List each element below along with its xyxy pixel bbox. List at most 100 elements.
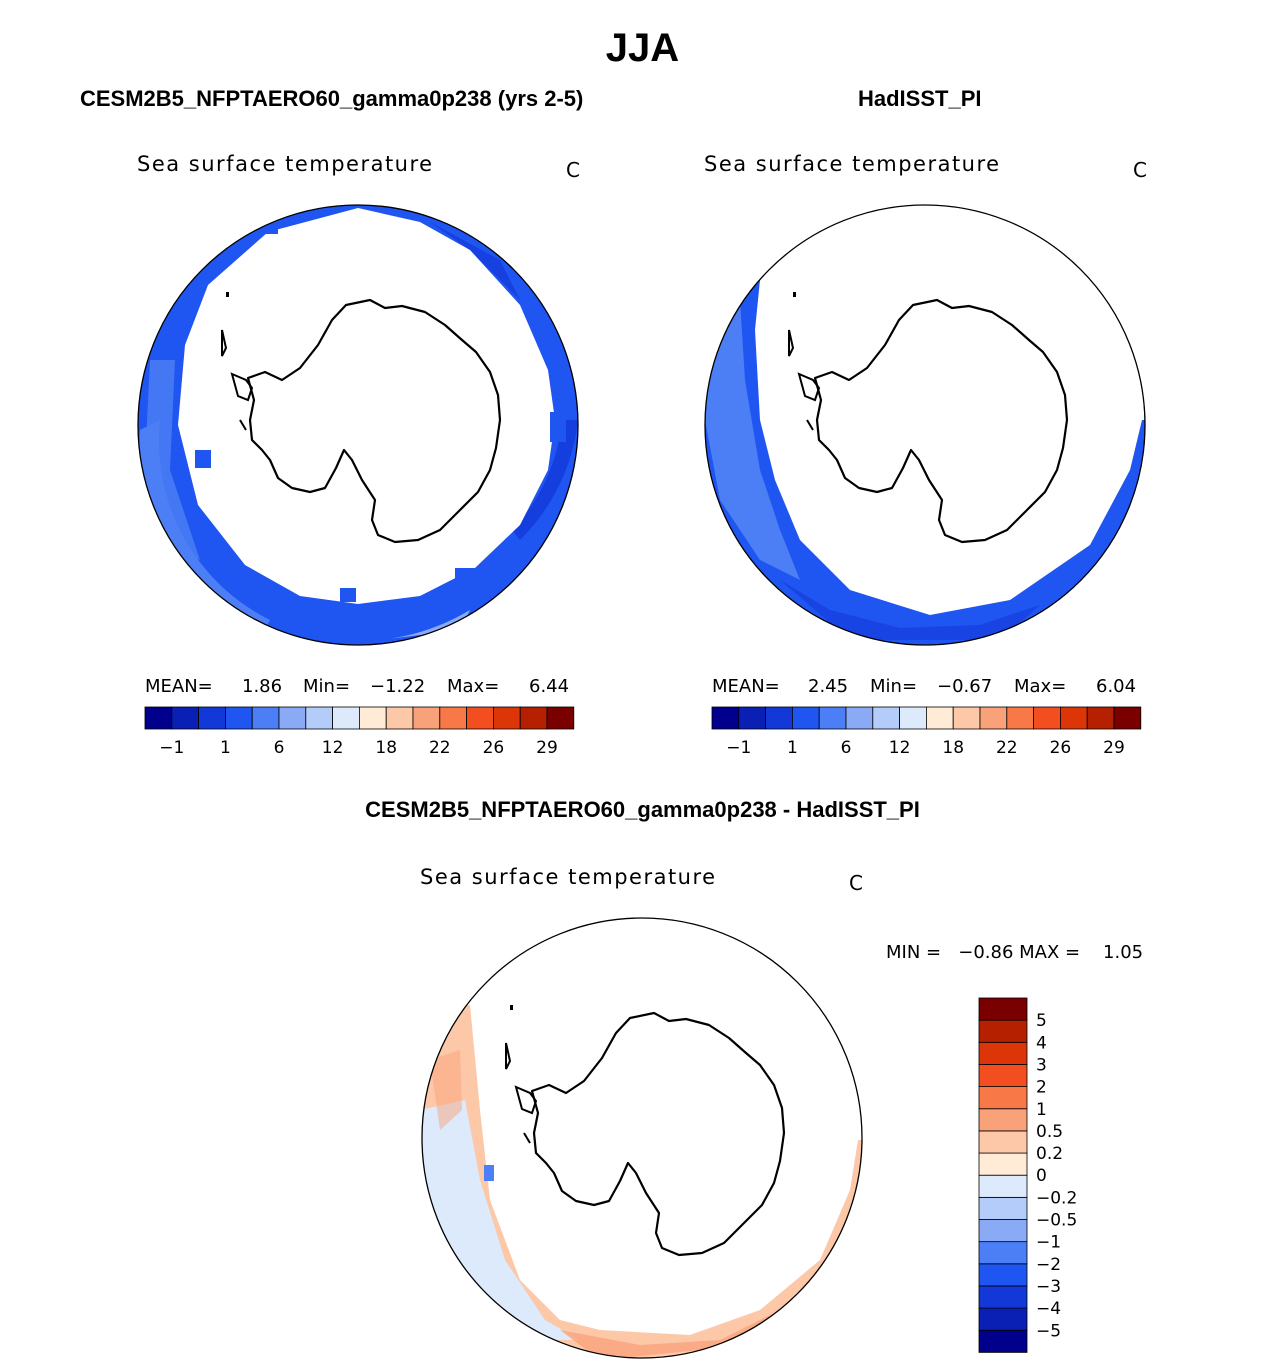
panel-2-variable-label: Sea surface temperature	[704, 152, 1001, 176]
diff-colorbar-swatch	[978, 1086, 1028, 1110]
panel-1-colorbar-swatch	[198, 706, 226, 730]
panel-2-colorbar-swatch	[872, 706, 900, 730]
season-title: JJA	[605, 26, 680, 70]
panel-1-min-label: Min=	[303, 676, 351, 697]
panel-1-variable-label: Sea surface temperature	[137, 152, 434, 176]
panel-2-colorbar-tick-label: 6	[841, 738, 852, 758]
diff-colorbar-tick-label: −1	[1036, 1233, 1061, 1253]
diff-colorbar-tick-label: 1	[1036, 1100, 1047, 1120]
panel-2-colorbar-tick-label: 29	[1103, 738, 1125, 758]
panel-2-colorbar-swatch	[711, 706, 740, 730]
panel-1-colorbar-swatch	[144, 706, 173, 730]
diff-colorbar-tick-label: −3	[1036, 1277, 1061, 1297]
panel-1-colorbar-tick-label: 22	[429, 738, 451, 758]
panel-2-max-label: Max=	[1014, 676, 1067, 697]
panel-2-colorbar-tick-label: 22	[996, 738, 1018, 758]
panel-1-colorbar-swatch	[385, 706, 414, 730]
panel-2-colorbar-swatch	[792, 706, 820, 730]
diff-colorbar-swatch	[978, 1329, 1028, 1353]
panel-2-colorbar-swatch	[1033, 706, 1061, 730]
panel-2-max-value: 6.04	[1096, 676, 1137, 697]
panel-2-colorbar-swatch	[1113, 706, 1142, 730]
panel-2-colorbar-swatch	[926, 706, 954, 730]
panel-1-colorbar-tick-label: −1	[159, 738, 184, 758]
diff-colorbar-swatch	[978, 1064, 1028, 1087]
panel-1-colorbar-swatch	[546, 706, 575, 730]
panel-2-map	[704, 204, 1146, 646]
panel-1-case-title: CESM2B5_NFPTAERO60_gamma0p238 (yrs 2-5)	[80, 86, 584, 111]
panel-1-mean-label: MEAN=	[145, 676, 213, 697]
panel-2-colorbar-swatch	[979, 706, 1008, 730]
diff-colorbar-swatch	[978, 1219, 1028, 1243]
panel-2-case-title: HadISST_PI	[858, 86, 982, 111]
panel-1-min-value: −1.22	[370, 676, 426, 697]
panel-2-colorbar-tick-label: 18	[942, 738, 964, 758]
panel-2-colorbar-tick-label: −1	[726, 738, 751, 758]
diff-colorbar-tick-label: 0	[1036, 1166, 1047, 1186]
panel-2-colorbar-swatch	[738, 706, 766, 730]
diff-colorbar-swatch	[978, 1263, 1028, 1287]
diff-minmax-label: MIN = −0.86 MAX = 1.05	[886, 942, 1144, 963]
panel-2-colorbar-swatch	[952, 706, 981, 730]
diff-colorbar-tick-label: 5	[1036, 1011, 1047, 1031]
panel-1-colorbar-swatch	[492, 706, 521, 730]
panel-1-colorbar-swatch	[358, 706, 387, 730]
diff-colorbar-tick-label: 0.5	[1036, 1122, 1063, 1142]
diff-colorbar-swatch	[978, 1108, 1028, 1132]
panel-1-colorbar: −1 1 6 12 18 22 26 29	[144, 706, 575, 758]
panel-1-colorbar-swatch	[412, 706, 441, 730]
panel-2-colorbar: −1 1 6 12 18 22 26 29	[711, 706, 1142, 758]
panel-1-colorbar-swatch	[466, 706, 494, 730]
diff-colorbar-swatch	[978, 997, 1028, 1021]
panel-2-colorbar-swatch	[845, 706, 874, 730]
panel-1-max-label: Max=	[447, 676, 500, 697]
panel-2-min-value: −0.67	[937, 676, 993, 697]
diff-colorbar-swatch	[978, 1041, 1028, 1065]
panel-1-colorbar-swatch	[251, 706, 280, 730]
diff-colorbar-tick-label: −0.5	[1036, 1211, 1077, 1231]
panel-1-colorbar-swatch	[519, 706, 548, 730]
panel-1-map	[137, 204, 579, 646]
diff-colorbar-swatch	[978, 1307, 1028, 1331]
diff-colorbar-swatch	[978, 1285, 1028, 1309]
panel-1-colorbar-tick-label: 1	[220, 738, 231, 758]
panel-1-colorbar-tick-label: 12	[322, 738, 344, 758]
panel-1-colorbar-swatch	[278, 706, 307, 730]
diff-colorbar-swatch	[978, 1019, 1028, 1043]
panel-2-units-label: C	[1133, 158, 1147, 182]
diff-colorbar-tick-label: −2	[1036, 1255, 1061, 1275]
diff-colorbar-tick-label: −5	[1036, 1321, 1061, 1341]
panel-2-mean-value: 2.45	[808, 676, 849, 697]
diff-map	[421, 917, 863, 1359]
panel-2-colorbar-swatch	[818, 706, 847, 730]
panel-1-colorbar-tick-label: 18	[375, 738, 397, 758]
panel-2-min-label: Min=	[870, 676, 918, 697]
diff-colorbar-swatch	[978, 1130, 1028, 1154]
panel-1-mean-value: 1.86	[242, 676, 283, 697]
diff-colorbar-swatch	[978, 1241, 1028, 1265]
diff-colorbar-tick-label: 3	[1036, 1055, 1047, 1075]
diff-variable-label: Sea surface temperature	[420, 865, 717, 889]
panel-2-colorbar-tick-label: 12	[889, 738, 911, 758]
diff-colorbar: 543 210.50.20−0.2 −0.5−1−2−3−4−5	[978, 997, 1077, 1353]
diff-colorbar-tick-label: 2	[1036, 1078, 1047, 1098]
diff-units-label: C	[849, 871, 863, 895]
panel-2-colorbar-swatch	[1006, 706, 1034, 730]
panel-1-colorbar-tick-label: 6	[274, 738, 285, 758]
diff-colorbar-swatch	[978, 1196, 1028, 1220]
panel-1-colorbar-swatch	[224, 706, 253, 730]
panel-1-max-value: 6.44	[529, 676, 570, 697]
diff-colorbar-tick-label: −0.2	[1036, 1188, 1077, 1208]
panel-1-colorbar-tick-label: 29	[536, 738, 558, 758]
panel-1-colorbar-swatch	[332, 706, 360, 730]
diff-colorbar-swatch	[978, 1174, 1028, 1198]
panel-1-colorbar-tick-label: 26	[483, 738, 505, 758]
panel-1-colorbar-swatch	[171, 706, 200, 730]
panel-1-units-label: C	[566, 158, 580, 182]
diff-colorbar-tick-label: −4	[1036, 1299, 1061, 1319]
panel-2-colorbar-swatch	[899, 706, 927, 730]
panel-1-colorbar-swatch	[305, 706, 333, 730]
panel-2-colorbar-tick-label: 26	[1050, 738, 1072, 758]
panel-1-colorbar-swatch	[439, 706, 467, 730]
